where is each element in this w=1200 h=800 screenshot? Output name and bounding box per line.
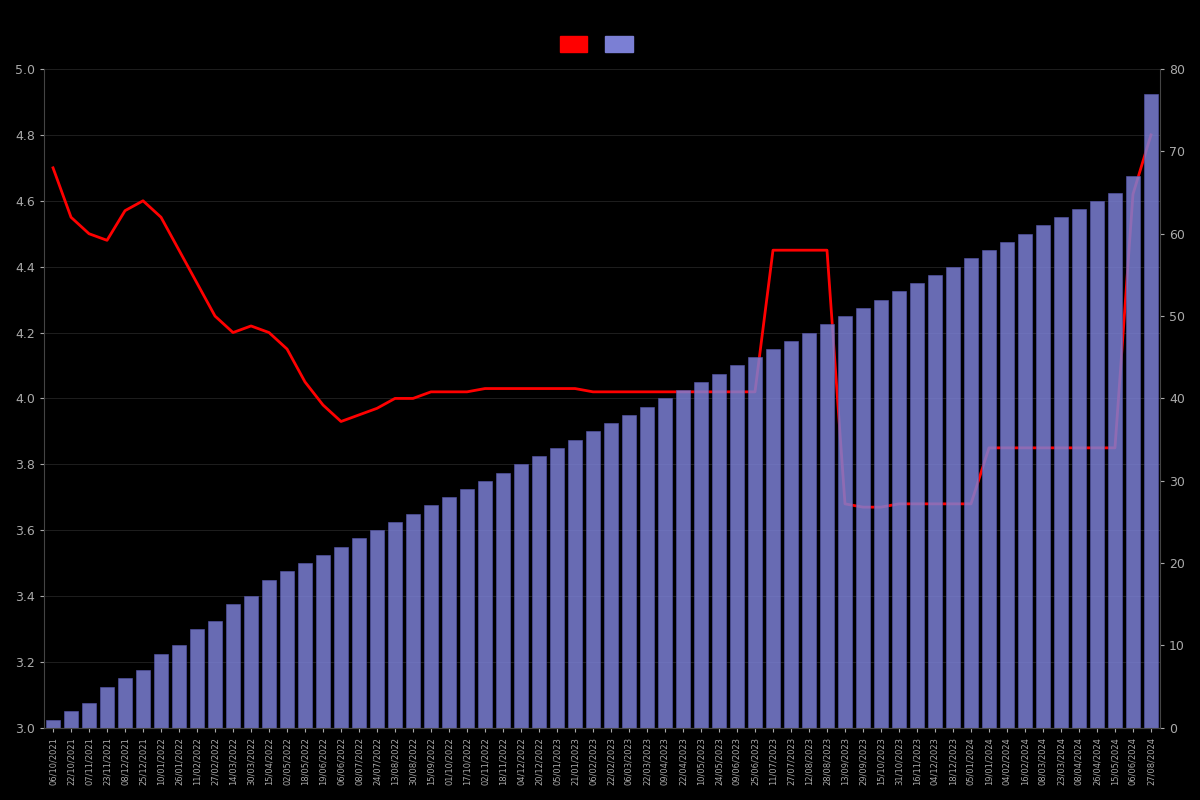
Bar bbox=[100, 686, 114, 728]
Bar bbox=[442, 498, 456, 728]
Bar bbox=[982, 250, 996, 728]
Bar bbox=[262, 580, 276, 728]
Bar bbox=[640, 406, 654, 728]
Bar bbox=[460, 489, 474, 728]
Bar bbox=[532, 456, 546, 728]
Bar bbox=[352, 538, 366, 728]
Bar bbox=[730, 366, 744, 728]
Bar bbox=[586, 431, 600, 728]
Bar bbox=[280, 571, 294, 728]
Bar bbox=[946, 266, 960, 728]
Bar bbox=[496, 473, 510, 728]
Bar bbox=[550, 448, 564, 728]
Bar bbox=[766, 349, 780, 728]
Bar bbox=[370, 530, 384, 728]
Bar bbox=[424, 506, 438, 728]
Bar bbox=[928, 275, 942, 728]
Bar bbox=[46, 720, 60, 728]
Bar bbox=[748, 358, 762, 728]
Bar bbox=[190, 629, 204, 728]
Legend: , : , bbox=[559, 37, 644, 53]
Bar bbox=[892, 291, 906, 728]
Bar bbox=[64, 711, 78, 728]
Bar bbox=[676, 390, 690, 728]
Bar bbox=[1018, 234, 1032, 728]
Bar bbox=[604, 423, 618, 728]
Bar bbox=[712, 374, 726, 728]
Bar bbox=[1000, 242, 1014, 728]
Bar bbox=[838, 316, 852, 728]
Bar bbox=[784, 341, 798, 728]
Bar bbox=[82, 703, 96, 728]
Bar bbox=[820, 324, 834, 728]
Bar bbox=[964, 258, 978, 728]
Bar bbox=[136, 670, 150, 728]
Bar bbox=[1036, 226, 1050, 728]
Bar bbox=[406, 514, 420, 728]
Bar bbox=[226, 604, 240, 728]
Bar bbox=[208, 621, 222, 728]
Bar bbox=[1144, 94, 1158, 728]
Bar bbox=[478, 481, 492, 728]
Bar bbox=[802, 333, 816, 728]
Bar bbox=[856, 308, 870, 728]
Bar bbox=[1108, 193, 1122, 728]
Bar bbox=[694, 382, 708, 728]
Bar bbox=[298, 563, 312, 728]
Bar bbox=[514, 464, 528, 728]
Bar bbox=[172, 646, 186, 728]
Bar bbox=[334, 546, 348, 728]
Bar bbox=[244, 596, 258, 728]
Bar bbox=[658, 398, 672, 728]
Bar bbox=[1090, 201, 1104, 728]
Bar bbox=[874, 300, 888, 728]
Bar bbox=[316, 555, 330, 728]
Bar bbox=[622, 415, 636, 728]
Bar bbox=[910, 283, 924, 728]
Bar bbox=[388, 522, 402, 728]
Bar bbox=[1126, 176, 1140, 728]
Bar bbox=[568, 440, 582, 728]
Bar bbox=[1072, 209, 1086, 728]
Bar bbox=[1054, 218, 1068, 728]
Bar bbox=[118, 678, 132, 728]
Bar bbox=[154, 654, 168, 728]
